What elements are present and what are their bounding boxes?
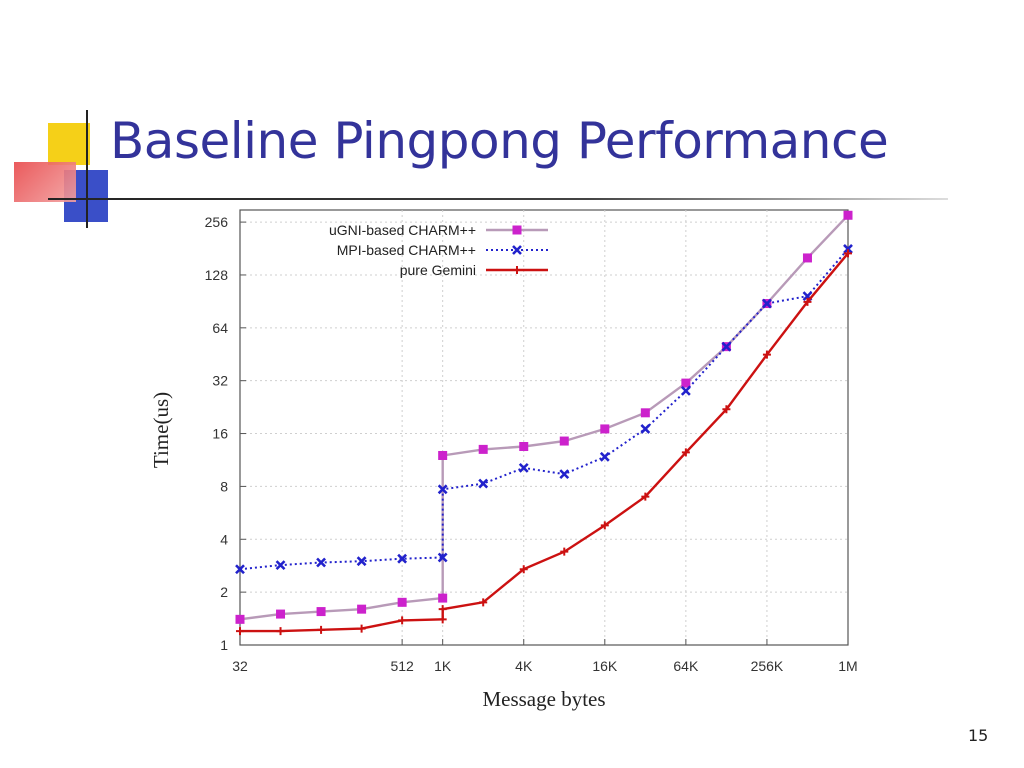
data-point-marker xyxy=(437,552,448,563)
data-point-marker xyxy=(559,469,570,480)
data-point-marker xyxy=(600,424,610,434)
deco-red-square xyxy=(14,162,76,202)
y-axis-ticks: 1 2 4 8 16 32 64 128 256 xyxy=(205,214,246,653)
x-tick-label: 16K xyxy=(592,658,618,674)
data-point-marker xyxy=(357,604,367,614)
data-point-marker xyxy=(519,442,529,452)
y-tick-label: 64 xyxy=(212,320,228,336)
data-point-marker xyxy=(680,385,691,396)
data-point-marker xyxy=(235,564,245,575)
y-tick-label: 2 xyxy=(220,584,228,600)
data-point-marker xyxy=(843,244,853,254)
data-point-marker xyxy=(640,424,651,434)
data-point-marker xyxy=(236,627,244,636)
page-number: 15 xyxy=(968,726,989,745)
deco-vertical-line xyxy=(86,110,88,228)
data-point-marker xyxy=(512,245,522,255)
data-point-marker xyxy=(316,607,326,617)
data-point-marker xyxy=(479,598,488,607)
x-tick-label: 256K xyxy=(751,658,784,674)
y-tick-label: 256 xyxy=(205,214,229,230)
series xyxy=(235,210,853,636)
data-point-marker xyxy=(356,556,367,567)
x-tick-label: 1M xyxy=(838,658,857,674)
x-tick-label: 512 xyxy=(390,658,414,674)
y-tick-label: 32 xyxy=(212,373,228,389)
y-tick-label: 4 xyxy=(220,531,228,547)
data-point-marker xyxy=(478,478,489,489)
data-point-marker xyxy=(518,462,529,473)
x-tick-label: 4K xyxy=(515,658,533,674)
data-point-marker xyxy=(275,560,286,571)
data-point-marker xyxy=(560,547,569,556)
data-point-marker xyxy=(762,298,772,309)
slide-title: Baseline Pingpong Performance xyxy=(110,112,889,170)
data-point-marker xyxy=(438,605,447,614)
data-point-marker xyxy=(599,451,610,462)
deco-yellow-square xyxy=(48,123,90,165)
y-tick-label: 128 xyxy=(205,267,229,283)
data-point-marker xyxy=(722,405,731,414)
data-point-marker xyxy=(276,627,285,636)
x-axis-title: Message bytes xyxy=(482,687,605,711)
data-point-marker xyxy=(803,297,812,306)
series-2 xyxy=(235,244,853,575)
y-tick-label: 1 xyxy=(220,637,228,653)
legend: uGNI-based CHARM++ MPI-based CHARM++ pure … xyxy=(329,222,548,278)
data-point-marker xyxy=(357,624,366,633)
y-tick-label: 16 xyxy=(212,426,228,442)
deco-horizontal-line xyxy=(48,198,948,200)
y-axis-title: Time(us) xyxy=(149,392,173,468)
data-point-marker xyxy=(316,557,326,568)
x-tick-label: 1K xyxy=(434,658,452,674)
data-point-marker xyxy=(802,253,812,263)
data-point-marker xyxy=(762,350,771,359)
data-point-marker xyxy=(512,225,522,235)
data-point-marker xyxy=(641,492,650,501)
plot-frame xyxy=(239,209,849,646)
data-point-marker xyxy=(438,615,447,624)
series-3 xyxy=(236,249,852,636)
data-point-marker xyxy=(721,341,732,352)
data-point-marker xyxy=(438,593,448,603)
data-point-marker xyxy=(478,444,488,454)
data-point-marker xyxy=(397,553,408,564)
data-point-marker xyxy=(235,614,245,624)
data-point-marker xyxy=(600,521,609,530)
legend-label: uGNI-based CHARM++ xyxy=(329,222,476,238)
data-point-marker xyxy=(843,210,853,220)
x-axis-ticks: 32 512 1K 4K 16K 64K 256K 1M xyxy=(232,639,858,674)
data-point-marker xyxy=(317,625,326,634)
legend-label: MPI-based CHARM++ xyxy=(337,242,476,258)
legend-label: pure Gemini xyxy=(400,262,476,278)
data-point-marker xyxy=(397,597,407,607)
data-point-marker xyxy=(640,408,650,418)
data-point-marker xyxy=(398,616,407,625)
x-tick-label: 64K xyxy=(673,658,699,674)
data-point-marker xyxy=(513,266,521,274)
y-tick-label: 8 xyxy=(220,478,228,494)
data-point-marker xyxy=(437,484,448,495)
data-point-marker xyxy=(681,378,691,388)
plot-area xyxy=(239,209,849,646)
data-point-marker xyxy=(681,448,690,457)
data-point-marker xyxy=(519,565,528,574)
x-tick-label: 32 xyxy=(232,658,248,674)
data-point-marker xyxy=(438,450,448,460)
data-point-marker xyxy=(276,609,286,619)
data-point-marker xyxy=(844,249,852,258)
data-point-marker xyxy=(559,436,569,446)
